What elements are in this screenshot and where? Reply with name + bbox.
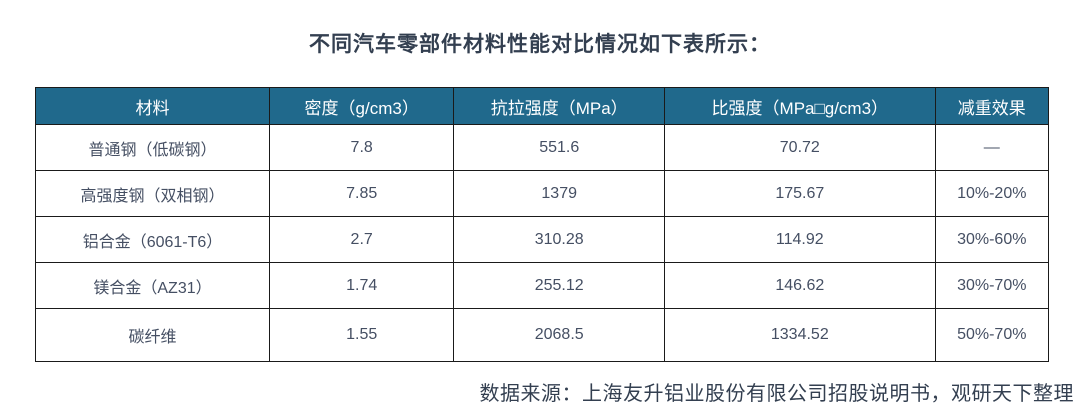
table-body: 普通钢（低碳钢） 7.8 551.6 70.72— 高强度钢（双相钢） 7.85 1379 1… <box>35 124 1050 362</box>
value-cell: 2.7 <box>268 216 455 263</box>
material-cell: 碳纤维 <box>35 308 270 362</box>
table-row: 普通钢（低碳钢） 7.8 551.6 70.72— <box>35 124 1050 171</box>
table-row: 镁合金（AZ31） 1.74 255.12 146.62 30%-70% <box>35 262 1050 309</box>
value-cell: 146.62 <box>664 262 936 309</box>
value-cell: 1334.52 <box>664 308 936 362</box>
value-cell: 2068.5 <box>453 308 666 362</box>
materials-table: 材料 密度（g/cm3） 抗拉强度（MPa） 比强度（MPa□g/cm3） 减重… <box>35 87 1050 362</box>
data-source-note: 数据来源：上海友升铝业股份有限公司招股说明书，观研天下整理 <box>479 383 1074 405</box>
value-cell: — <box>934 124 1050 171</box>
material-cell: 高强度钢（双相钢） <box>35 170 270 217</box>
column-header-weight-reduction: 减重效果 <box>934 87 1050 125</box>
table-header-row: 材料 密度（g/cm3） 抗拉强度（MPa） 比强度（MPa□g/cm3） 减重… <box>35 87 1050 125</box>
material-cell: 镁合金（AZ31） <box>35 262 270 309</box>
value-cell: 70.72 <box>664 124 936 171</box>
value-cell: 7.8 <box>268 124 455 171</box>
value-cell: 10%-20% <box>934 170 1050 217</box>
material-cell: 普通钢（低碳钢） <box>35 124 270 171</box>
column-header-tensile-strength: 抗拉强度（MPa） <box>453 87 666 125</box>
table-row: 铝合金（6061-T6） 2.7 310.28 114.92 30%-60% <box>35 216 1050 263</box>
value-cell: 551.6 <box>453 124 666 171</box>
value-cell: 175.67 <box>664 170 936 217</box>
value-cell: 30%-70% <box>934 262 1050 309</box>
column-header-density: 密度（g/cm3） <box>268 87 455 125</box>
value-cell: 310.28 <box>453 216 666 263</box>
value-cell: 7.85 <box>268 170 455 217</box>
value-cell: 30%-60% <box>934 216 1050 263</box>
material-cell: 铝合金（6061-T6） <box>35 216 270 263</box>
column-header-material: 材料 <box>35 87 270 125</box>
value-cell: 1379 <box>453 170 666 217</box>
value-cell: 114.92 <box>664 216 936 263</box>
value-cell: 1.55 <box>268 308 455 362</box>
table-row: 高强度钢（双相钢） 7.85 1379 175.67 10%-20% <box>35 170 1050 217</box>
page-title: 不同汽车零部件材料性能对比情况如下表所示： <box>309 33 771 56</box>
column-header-specific-strength: 比强度（MPa□g/cm3） <box>664 87 936 125</box>
value-cell: 1.74 <box>268 262 455 309</box>
materials-table-container: 材料 密度（g/cm3） 抗拉强度（MPa） 比强度（MPa□g/cm3） 减重… <box>35 87 1050 362</box>
table-row: 碳纤维 1.55 2068.5 1334.52 50%-70% <box>35 308 1050 362</box>
value-cell: 255.12 <box>453 262 666 309</box>
value-cell: 50%-70% <box>934 308 1050 362</box>
